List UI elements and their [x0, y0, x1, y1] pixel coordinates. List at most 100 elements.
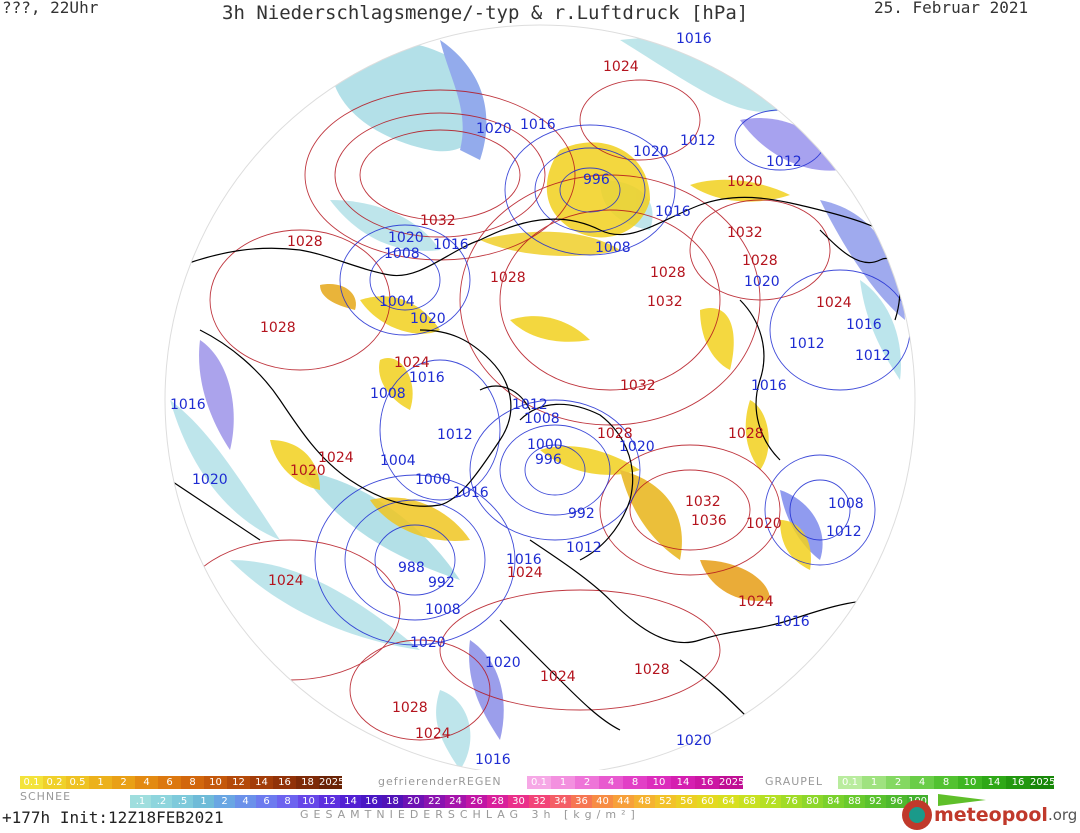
legend-cell: 14 [671, 776, 695, 789]
legend-cell: 2025+ [319, 776, 342, 789]
isobars-high [179, 79, 831, 741]
legend-cell: 18 [382, 795, 403, 808]
pressure-label: 1016 [751, 378, 787, 394]
pressure-label: 1024 [268, 573, 304, 589]
legend-cell: 72 [760, 795, 781, 808]
forecast-footer: +177h Init:12Z18FEB2021 [2, 808, 224, 827]
legend-cell: 2025+ [719, 776, 743, 789]
pressure-label: 1020 [744, 274, 780, 290]
pressure-label: 1008 [524, 411, 560, 427]
legend-cell: 2 [214, 795, 235, 808]
pressure-label: 1020 [727, 174, 763, 190]
pressure-label: 1028 [728, 426, 764, 442]
legend-cell: 0.1 [20, 776, 43, 789]
pressure-label: 1016 [433, 237, 469, 253]
pressure-label: 1016 [453, 485, 489, 501]
pressure-label: 1032 [647, 294, 683, 310]
legend-cell: 12 [319, 795, 340, 808]
pressure-label: 1028 [650, 265, 686, 281]
legend-cell: 8 [277, 795, 298, 808]
meteopool-logo-icon [902, 800, 932, 830]
pressure-label: 1008 [384, 246, 420, 262]
pressure-label: 1020 [676, 733, 712, 749]
legend-cell: .1 [130, 795, 151, 808]
pressure-label: 1032 [620, 378, 656, 394]
pressure-label: 1024 [738, 594, 774, 610]
pressure-label: 992 [428, 575, 455, 591]
pressure-label: 1016 [846, 317, 882, 333]
pressure-label: 1024 [507, 565, 543, 581]
legend-cell: 48 [634, 795, 655, 808]
legend-cell: 2025+ [1030, 776, 1054, 789]
pressure-label: 1028 [392, 700, 428, 716]
legend-cell: 56 [676, 795, 697, 808]
legend-cell: 16 [1006, 776, 1030, 789]
legend-cell: 8 [623, 776, 647, 789]
pressure-label: 1028 [634, 662, 670, 678]
legend-cell: 68 [739, 795, 760, 808]
brand-suffix: .org [1047, 806, 1078, 824]
pressure-label: 1020 [633, 144, 669, 160]
pressure-label: 1012 [566, 540, 602, 556]
legend-cell: 1 [862, 776, 886, 789]
pressure-label: 1024 [603, 59, 639, 75]
map-title: 3h Niederschlagsmenge/-typ & r.Luftdruck… [222, 2, 749, 24]
pressure-label: 1020 [410, 635, 446, 651]
pressure-label: 1016 [655, 204, 691, 220]
legend-cell: 34 [550, 795, 571, 808]
legend-cell: 22 [424, 795, 445, 808]
pressure-label: 1012 [826, 524, 862, 540]
legend-cell: 10 [958, 776, 982, 789]
pressure-label: 996 [583, 172, 610, 188]
legend-cell: 1 [89, 776, 112, 789]
legend-cell: 52 [655, 795, 676, 808]
legend-cell: .5 [172, 795, 193, 808]
coastlines [169, 196, 911, 770]
freezing-rain-legend-title: gefrierenderREGEN [378, 775, 502, 788]
pressure-label: 1020 [476, 121, 512, 137]
legend-cell: 1 [193, 795, 214, 808]
pressure-label: 1016 [170, 397, 206, 413]
legend-cell: 4 [135, 776, 158, 789]
legend-cell: 4 [235, 795, 256, 808]
pressure-label: 1020 [192, 472, 228, 488]
legend-cell: 14 [340, 795, 361, 808]
legend-cell: 1 [551, 776, 575, 789]
pressure-label: 1016 [475, 752, 511, 768]
legend-cell: 88 [844, 795, 865, 808]
pressure-label: 1016 [506, 552, 542, 568]
pressure-label: 988 [398, 560, 425, 576]
brand[interactable]: meteopool .org [902, 800, 1077, 830]
pressure-label: 1020 [619, 439, 655, 455]
precip-snow-areas [270, 142, 811, 601]
pressure-label: 1008 [425, 602, 461, 618]
legend-cell: 14 [250, 776, 273, 789]
legend-cell: 0.1 [527, 776, 551, 789]
pressure-label: 1008 [595, 240, 631, 256]
pressure-label: 1008 [370, 386, 406, 402]
legend-cell: 26 [466, 795, 487, 808]
legend-cell: 18 [296, 776, 319, 789]
pressure-label: 1032 [685, 494, 721, 510]
pressure-label: 1012 [437, 427, 473, 443]
pressure-label: 1012 [680, 133, 716, 149]
pressure-label: 1028 [260, 320, 296, 336]
pressure-label: 1016 [774, 614, 810, 630]
pressure-label: 1020 [388, 230, 424, 246]
legend-cell: 12 [227, 776, 250, 789]
legend-cell: 44 [613, 795, 634, 808]
legend-cell: 8 [181, 776, 204, 789]
total-precip-legend-bar: .1.2.5 1 2 4 6 8 10 12 14 16 18 20 22 24 26 28 30 32 34 36 4… [130, 795, 928, 808]
legend-cell: 36 [571, 795, 592, 808]
pressure-label: 1024 [816, 295, 852, 311]
precip-rain-areas [170, 38, 905, 770]
forecast-hour: +177h [2, 808, 51, 827]
legend-cell: 28 [487, 795, 508, 808]
pressure-label: 1016 [676, 31, 712, 47]
legend-cell: 2 [112, 776, 135, 789]
legend-cell: 0.5 [66, 776, 89, 789]
map-boundary [164, 24, 916, 770]
pressure-label: 1028 [490, 270, 526, 286]
